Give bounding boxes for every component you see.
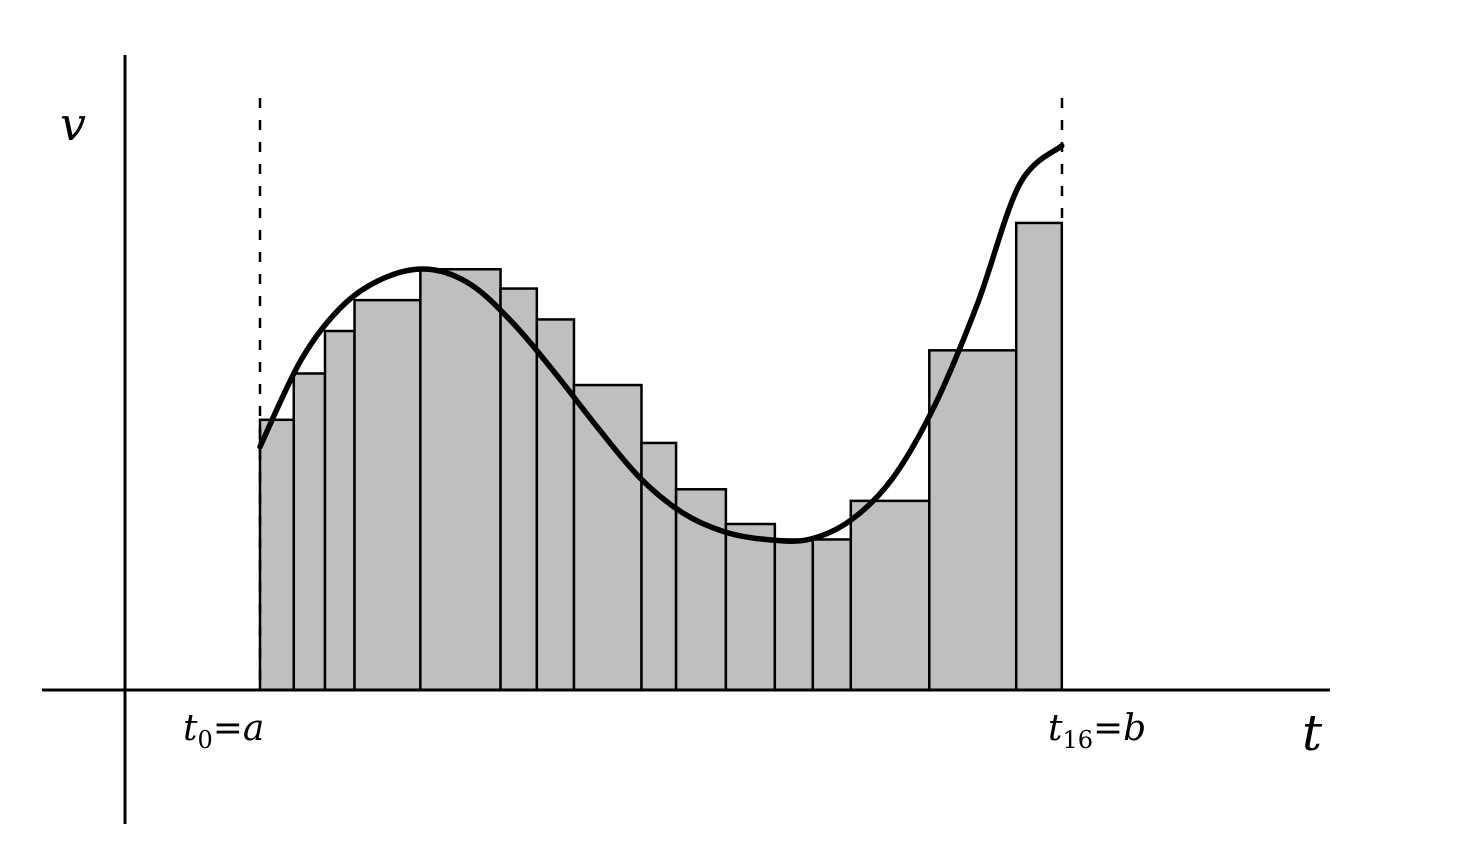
partition-rect-9 bbox=[640, 441, 678, 692]
partition-rect-7 bbox=[535, 318, 576, 692]
partition-rect-4 bbox=[353, 298, 422, 692]
right-endpoint-label: t16=b bbox=[1048, 708, 1146, 754]
left-endpoint-equals-a: =a bbox=[213, 708, 265, 749]
partition-rect-1 bbox=[258, 418, 296, 692]
partition-rect-11 bbox=[724, 522, 777, 692]
partition-rect-16 bbox=[1014, 221, 1064, 692]
left-endpoint-subscript: 0 bbox=[197, 726, 212, 754]
partition-rectangles bbox=[258, 221, 1064, 692]
partition-rect-10 bbox=[674, 488, 728, 692]
partition-rect-13 bbox=[811, 538, 853, 692]
left-endpoint-t: t bbox=[183, 708, 198, 749]
partition-rect-3 bbox=[323, 329, 356, 692]
partition-rect-2 bbox=[292, 372, 327, 692]
partition-rect-14 bbox=[849, 499, 931, 692]
t-axis-label: t bbox=[1302, 704, 1323, 762]
velocity-curve bbox=[257, 142, 1065, 544]
partition-rect-15 bbox=[928, 349, 1018, 692]
right-endpoint-equals-b: =b bbox=[1093, 708, 1146, 749]
partition-rect-12 bbox=[773, 538, 815, 692]
partition-rect-5 bbox=[419, 268, 502, 692]
partition-rect-6 bbox=[499, 287, 539, 692]
left-endpoint-label: t0=a bbox=[183, 708, 264, 754]
partition-rect-8 bbox=[572, 383, 643, 692]
v-axis-label: v bbox=[60, 97, 86, 151]
right-endpoint-subscript: 16 bbox=[1062, 726, 1093, 754]
right-endpoint-t: t bbox=[1048, 708, 1063, 749]
